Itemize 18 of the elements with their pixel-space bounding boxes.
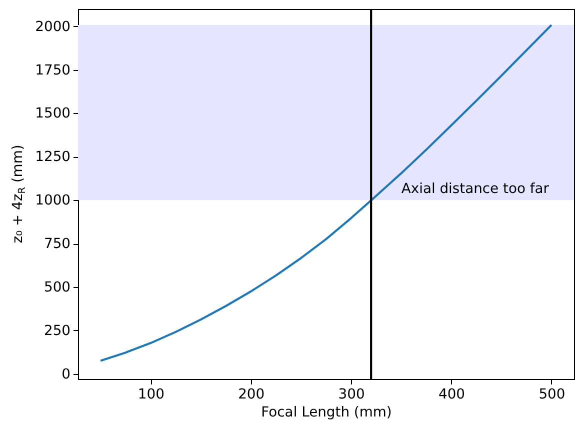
- y-tick-label: 750: [44, 236, 70, 252]
- x-tick-label: 100: [138, 386, 164, 402]
- y-tick-label: 1500: [35, 106, 70, 122]
- y-tick-label: 250: [44, 322, 70, 339]
- x-axis-title: Focal Length (mm): [261, 404, 392, 420]
- x-tick-label: 500: [538, 386, 566, 402]
- y-tick-label: 500: [44, 279, 70, 296]
- x-tick-label: 400: [438, 386, 466, 402]
- y-tick-label: 1000: [35, 192, 70, 209]
- line-series: [99, 24, 553, 362]
- annotation: Axial distance too far: [401, 181, 550, 197]
- x-tick-label: 300: [338, 386, 365, 402]
- x-tick-label: 200: [238, 386, 265, 402]
- y-tick-label: 1250: [35, 149, 70, 166]
- y-tick-label: 2000: [35, 18, 70, 35]
- y-axis-title: z₀ + 4zR (mm): [10, 144, 28, 244]
- y-tick-label: 1750: [35, 62, 70, 78]
- y-tick-label: 0: [62, 366, 70, 382]
